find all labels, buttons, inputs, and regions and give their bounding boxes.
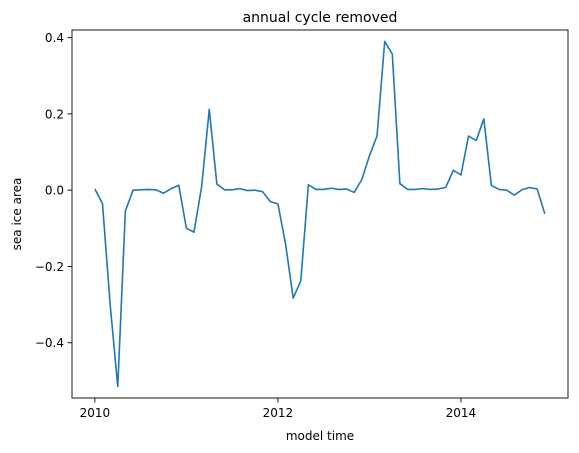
y-axis-label: sea ice area — [10, 178, 24, 251]
y-tick-label: 0.2 — [45, 107, 64, 121]
series-line-0 — [94, 40, 546, 388]
y-tick-label: −0.2 — [35, 260, 64, 274]
x-tick-label: 2010 — [80, 406, 111, 420]
x-tick-label: 2014 — [446, 406, 477, 420]
y-tick-label: 0.0 — [45, 184, 64, 198]
axes-frame — [71, 29, 569, 399]
plot-area: 2010 2012 2014 −0.4 −0.2 0.0 0.2 0.4 — [35, 29, 569, 420]
chart-title: annual cycle removed — [243, 10, 398, 26]
y-tick-label: 0.4 — [45, 31, 64, 45]
x-tick-label: 2012 — [263, 406, 294, 420]
y-tick-label: −0.4 — [35, 336, 64, 350]
x-axis-label: model time — [286, 429, 354, 443]
